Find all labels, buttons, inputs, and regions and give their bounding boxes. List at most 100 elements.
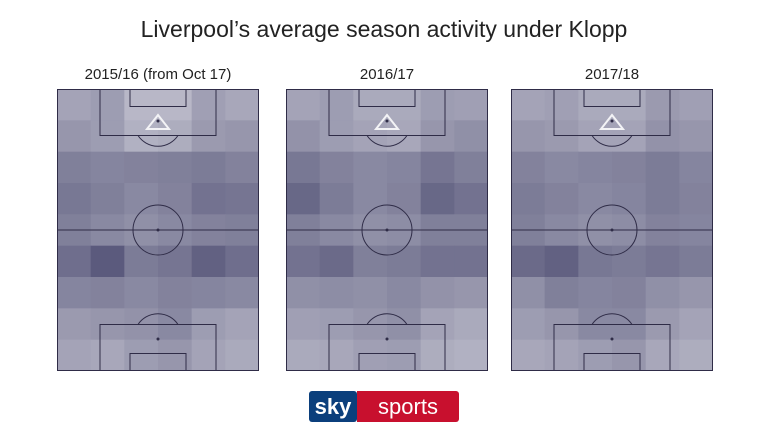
center-circle [586, 204, 638, 256]
logo-sky-box [309, 391, 357, 422]
heatmap-cell-r2-c0 [286, 151, 321, 184]
center-spot [156, 228, 160, 232]
panel-title-3: 2017/18 [584, 66, 640, 83]
heatmap-cell-r8-c5 [225, 339, 259, 371]
heatmap-cell-r8-c1 [319, 339, 354, 371]
heatmap-cell-r3-c5 [454, 183, 488, 215]
heatmap-cell-r5-c1 [319, 245, 354, 278]
heatmap-cell-r0-c1 [90, 89, 125, 121]
heatmap-cell-r0-c4 [191, 89, 226, 121]
heatmap-cell-r3-c3 [387, 183, 422, 215]
heatmap-cell-r2-c1 [90, 151, 125, 184]
heatmap-cell-r0-c3 [158, 89, 193, 121]
heatmap-cell-r2-c1 [544, 151, 579, 184]
heatmap-cell-r2-c3 [387, 151, 422, 184]
heatmap-cell-r3-c0 [57, 183, 92, 215]
triangle-marker-icon [373, 113, 401, 130]
logo-sky-text: sky [315, 394, 352, 419]
heatmap-cell-r0-c0 [511, 89, 546, 121]
logo-sports-box [357, 391, 459, 422]
heatmap-cell-r6-c3 [612, 277, 647, 309]
heatmap-cell-r1-c2 [578, 120, 613, 153]
heatmap-cell-r8-c1 [90, 339, 125, 371]
heatmap-cell-r1-c3 [387, 120, 422, 153]
heatmap-cell-r2-c2 [124, 151, 159, 184]
pitch-heatmap-2017-18 [511, 89, 713, 371]
heatmap-cell-r1-c3 [612, 120, 647, 153]
heatmap-cell-r5-c4 [645, 245, 680, 278]
heatmap-cell-r6-c1 [544, 277, 579, 309]
center-spot [385, 228, 389, 232]
heatmap-cell-r6-c3 [158, 277, 193, 309]
heatmap-cell-r1-c5 [454, 120, 488, 153]
heatmap-cell-r6-c5 [679, 277, 713, 309]
bottom-goal-area [583, 353, 641, 371]
heatmap-cell-r1-c5 [225, 120, 259, 153]
heatmap-cell-r0-c0 [286, 89, 321, 121]
bottom-goal-area [358, 353, 416, 371]
panel-title-1: 2015/16 (from Oct 17) [84, 66, 232, 83]
heatmap-cell-r7-c0 [511, 308, 546, 341]
pitch-heatmap-2015-16 [57, 89, 259, 371]
heatmap-cell-r5-c4 [191, 245, 226, 278]
heatmap-cell-r8-c0 [57, 339, 92, 371]
heatmap-cell-r1-c0 [286, 120, 321, 153]
heatmap-cell-r3-c4 [191, 183, 226, 215]
heatmap-cell-r8-c2 [578, 339, 613, 371]
heatmap-cell-r6-c2 [124, 277, 159, 309]
center-spot [610, 228, 614, 232]
heatmap-cell-r1-c4 [645, 120, 680, 153]
heatmap-cell-r7-c0 [57, 308, 92, 341]
top-penalty-spot [610, 119, 614, 123]
triangle-marker-icon [598, 113, 626, 130]
top-goal-area [129, 89, 187, 107]
heatmap-cell-r0-c2 [124, 89, 159, 121]
heatmap-cell-r8-c4 [645, 339, 680, 371]
heatmap-cell-r0-c4 [420, 89, 455, 121]
heatmap-cell-r3-c5 [225, 183, 259, 215]
top-goal-area [358, 89, 416, 107]
heatmap-cell-r8-c2 [353, 339, 388, 371]
heatmap-cell-r1-c1 [319, 120, 354, 153]
heatmap-cell-r8-c0 [511, 339, 546, 371]
heatmap-cell-r0-c2 [578, 89, 613, 121]
heatmap-cell-r6-c3 [387, 277, 422, 309]
bottom-penalty-spot [385, 337, 389, 341]
heatmap-cell-r1-c4 [420, 120, 455, 153]
heatmap-cell-r0-c5 [225, 89, 259, 121]
heatmap-cell-r2-c0 [511, 151, 546, 184]
center-circle [361, 204, 413, 256]
heatmap-cell-r5-c3 [158, 245, 193, 278]
center-circle [132, 204, 184, 256]
heatmap-cell-r8-c3 [612, 339, 647, 371]
heatmap-cell-r6-c1 [90, 277, 125, 309]
heatmap-cell-r1-c5 [679, 120, 713, 153]
pitch-heatmap-2016-17 [286, 89, 488, 371]
heatmap-cell-r1-c0 [57, 120, 92, 153]
top-penalty-arc [591, 135, 633, 147]
heatmap-cell-r3-c1 [544, 183, 579, 215]
heatmap-cell-r1-c2 [124, 120, 159, 153]
heatmap-cell-r2-c4 [191, 151, 226, 184]
heatmap-cell-r5-c3 [612, 245, 647, 278]
chart-title: Liverpool’s average season activity unde… [140, 16, 628, 42]
heatmap-cell-r2-c5 [679, 151, 713, 184]
heatmap-cell-r0-c4 [645, 89, 680, 121]
heatmap-cell-r2-c0 [57, 151, 92, 184]
heatmap-cell-r0-c5 [454, 89, 488, 121]
heatmap-cell-r6-c0 [286, 277, 321, 309]
heatmap-cell-r5-c4 [420, 245, 455, 278]
heatmap-cell-r2-c5 [454, 151, 488, 184]
heatmap-cell-r3-c4 [420, 183, 455, 215]
heatmap-cell-r2-c5 [225, 151, 259, 184]
top-penalty-spot [156, 119, 160, 123]
heatmap-cell-r3-c2 [578, 183, 613, 215]
heatmap-cell-r1-c4 [191, 120, 226, 153]
heatmap-cell-r3-c3 [158, 183, 193, 215]
heatmap-cell-r8-c4 [420, 339, 455, 371]
heatmap-cell-r3-c0 [286, 183, 321, 215]
heatmap-cell-r1-c0 [511, 120, 546, 153]
heatmap-cell-r8-c2 [124, 339, 159, 371]
heatmap-cell-r8-c1 [544, 339, 579, 371]
heatmap-cell-r3-c5 [679, 183, 713, 215]
